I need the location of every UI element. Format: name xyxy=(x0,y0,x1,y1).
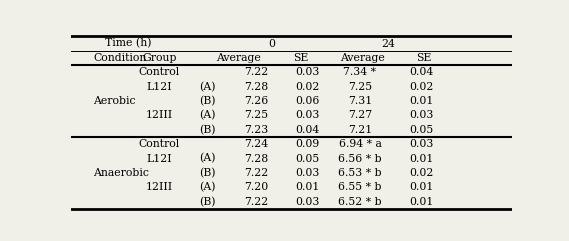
Text: 0.04: 0.04 xyxy=(295,125,319,135)
Text: 0.03: 0.03 xyxy=(410,139,434,149)
Text: 24: 24 xyxy=(382,39,395,48)
Text: (A): (A) xyxy=(200,110,216,120)
Text: 0: 0 xyxy=(268,39,275,48)
Text: 0.01: 0.01 xyxy=(410,154,434,164)
Text: (B): (B) xyxy=(200,197,216,207)
Text: (A): (A) xyxy=(200,81,216,92)
Text: L12I: L12I xyxy=(146,154,172,164)
Text: Control: Control xyxy=(139,139,180,149)
Text: 7.27: 7.27 xyxy=(348,110,372,120)
Text: (B): (B) xyxy=(200,168,216,178)
Text: SE: SE xyxy=(416,53,432,63)
Text: (A): (A) xyxy=(200,182,216,193)
Text: 0.01: 0.01 xyxy=(295,182,319,192)
Text: 0.02: 0.02 xyxy=(410,82,434,92)
Text: 6.53 * b: 6.53 * b xyxy=(338,168,382,178)
Text: 7.22: 7.22 xyxy=(244,197,269,207)
Text: Average: Average xyxy=(340,53,385,63)
Text: 0.01: 0.01 xyxy=(410,182,434,192)
Text: 0.09: 0.09 xyxy=(295,139,319,149)
Text: Aerobic: Aerobic xyxy=(93,96,135,106)
Text: (A): (A) xyxy=(200,154,216,164)
Text: 12III: 12III xyxy=(146,182,173,192)
Text: Group: Group xyxy=(142,53,176,63)
Text: 12III: 12III xyxy=(146,110,173,120)
Text: 6.56 * b: 6.56 * b xyxy=(338,154,382,164)
Text: 7.28: 7.28 xyxy=(244,82,269,92)
Text: 7.24: 7.24 xyxy=(244,139,269,149)
Text: (B): (B) xyxy=(200,125,216,135)
Text: 0.03: 0.03 xyxy=(295,67,319,77)
Text: 7.25: 7.25 xyxy=(244,110,269,120)
Text: (B): (B) xyxy=(200,96,216,106)
Text: 0.06: 0.06 xyxy=(295,96,319,106)
Text: 7.23: 7.23 xyxy=(244,125,269,135)
Text: 0.01: 0.01 xyxy=(410,197,434,207)
Text: 0.03: 0.03 xyxy=(295,168,319,178)
Text: 7.21: 7.21 xyxy=(348,125,372,135)
Text: 7.20: 7.20 xyxy=(244,182,269,192)
Text: 6.55 * b: 6.55 * b xyxy=(338,182,382,192)
Text: 0.05: 0.05 xyxy=(295,154,319,164)
Text: Control: Control xyxy=(139,67,180,77)
Text: Average: Average xyxy=(216,53,261,63)
Text: L12I: L12I xyxy=(146,82,172,92)
Text: 6.94 * a: 6.94 * a xyxy=(339,139,381,149)
Text: 0.02: 0.02 xyxy=(295,82,319,92)
Text: 0.03: 0.03 xyxy=(295,197,319,207)
Text: 0.05: 0.05 xyxy=(410,125,434,135)
Text: 0.03: 0.03 xyxy=(410,110,434,120)
Text: 0.02: 0.02 xyxy=(410,168,434,178)
Text: Anaerobic: Anaerobic xyxy=(93,168,149,178)
Text: SE: SE xyxy=(292,53,308,63)
Text: 6.52 * b: 6.52 * b xyxy=(338,197,382,207)
Text: 0.04: 0.04 xyxy=(410,67,434,77)
Text: Condition: Condition xyxy=(93,53,147,63)
Text: 7.22: 7.22 xyxy=(244,67,269,77)
Text: 7.34 *: 7.34 * xyxy=(344,67,377,77)
Text: 0.01: 0.01 xyxy=(410,96,434,106)
Text: 0.03: 0.03 xyxy=(295,110,319,120)
Text: Time (h): Time (h) xyxy=(105,38,152,49)
Text: 7.26: 7.26 xyxy=(244,96,269,106)
Text: 7.31: 7.31 xyxy=(348,96,372,106)
Text: 7.25: 7.25 xyxy=(348,82,372,92)
Text: 7.22: 7.22 xyxy=(244,168,269,178)
Text: 7.28: 7.28 xyxy=(244,154,269,164)
